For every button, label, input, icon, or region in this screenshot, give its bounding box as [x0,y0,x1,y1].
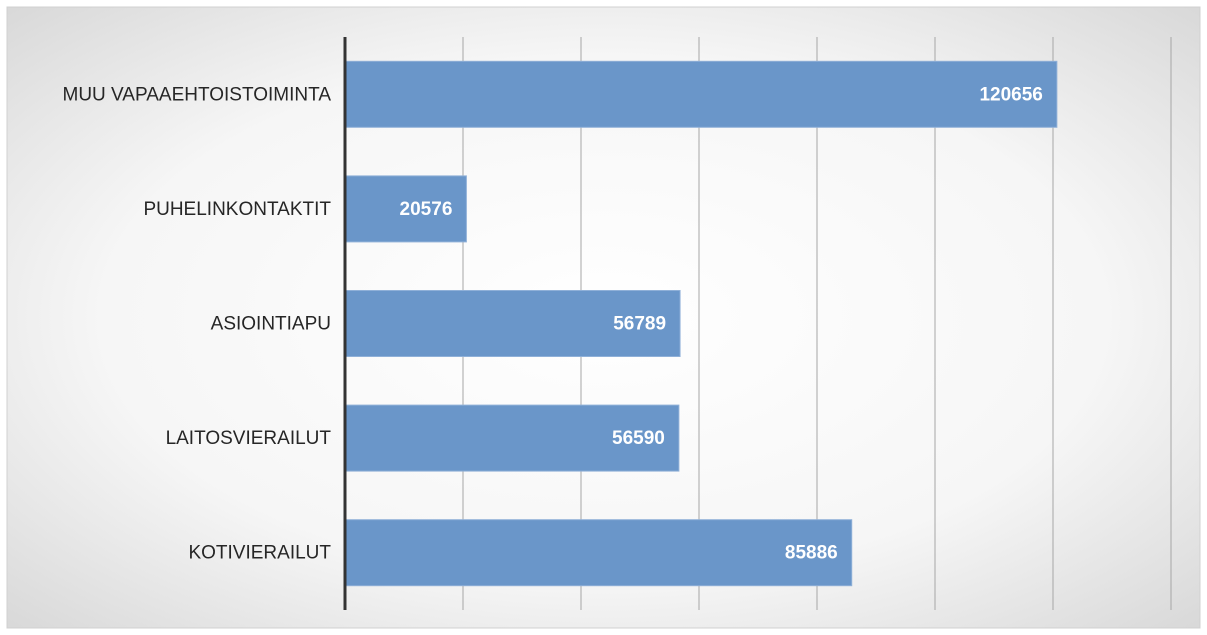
bar [344,290,681,357]
data-label: 85886 [785,543,838,564]
data-label: 56789 [613,314,666,335]
y-tick-label: LAITOSVIERAILUT [166,428,332,449]
data-label: 120656 [979,84,1042,105]
data-label: 20576 [400,199,453,220]
bar [344,60,1058,128]
bar [344,404,680,472]
y-tick-label: PUHELINKONTAKTIT [143,199,331,220]
y-tick-label: MUU VAPAAEHTOISTOIMINTA [63,84,332,105]
bar [344,519,853,587]
data-label: 56590 [612,428,665,449]
y-tick-label: ASIOINTIAPU [211,314,331,335]
bar [344,175,467,243]
y-tick-label: KOTIVIERAILUT [188,543,331,564]
